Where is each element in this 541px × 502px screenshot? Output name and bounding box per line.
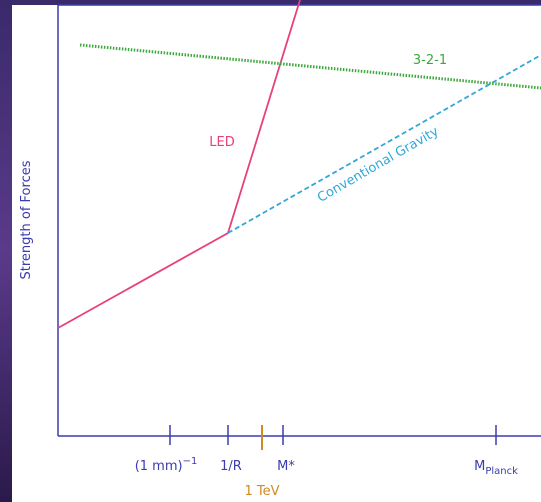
page: Strength of Forces LED 3-2-1 Conventiona…	[0, 0, 541, 502]
tick-base: M*	[277, 459, 295, 474]
x-tick-label: M*	[277, 459, 295, 474]
tev-label: 1 TeV	[244, 484, 279, 499]
tick-sub: Planck	[485, 466, 518, 477]
tick-base: M	[474, 459, 485, 474]
unified-label: 3-2-1	[413, 53, 447, 68]
panel	[12, 5, 541, 502]
y-axis-label: Strength of Forces	[19, 160, 34, 279]
led-label: LED	[209, 135, 234, 150]
tick-base: 1/R	[220, 459, 242, 474]
tick-base: (1 mm)	[135, 459, 183, 474]
tick-sup: −1	[183, 456, 198, 467]
x-tick-label: 1/R	[220, 459, 242, 474]
